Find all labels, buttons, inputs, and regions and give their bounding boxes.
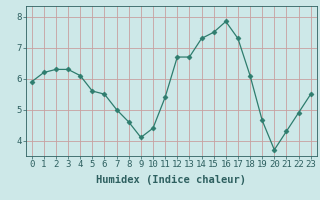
X-axis label: Humidex (Indice chaleur): Humidex (Indice chaleur) (96, 175, 246, 185)
